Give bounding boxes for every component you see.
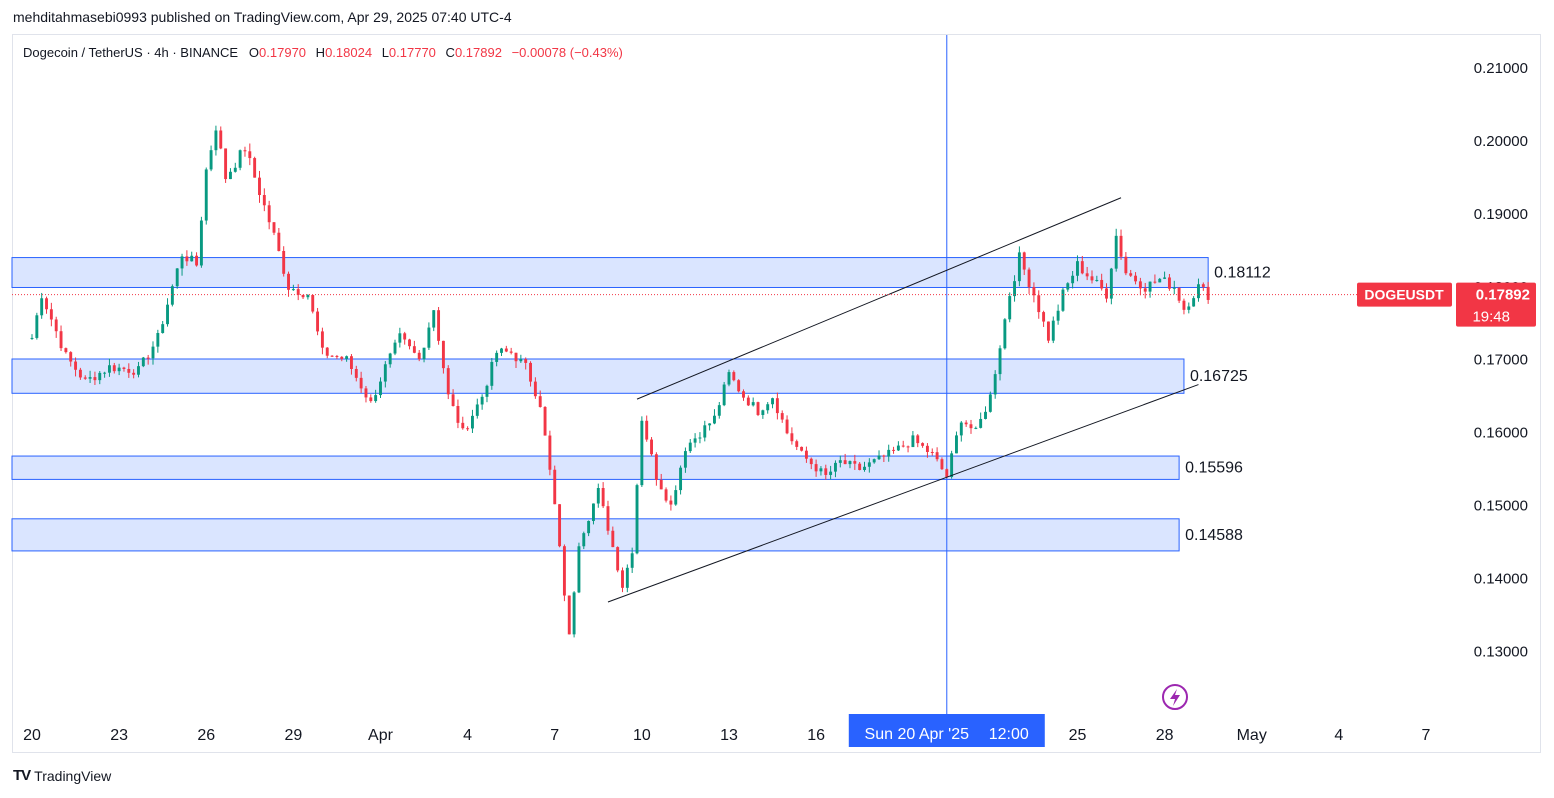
low-value: 0.17770 — [388, 45, 436, 60]
open-value: 0.17970 — [259, 45, 307, 60]
brand-name: TradingView — [34, 767, 112, 784]
high-value: 0.18024 — [325, 45, 373, 60]
open-label: O — [248, 45, 260, 60]
chart-frame — [12, 34, 1541, 753]
footer-brand: TV TradingView — [13, 767, 111, 784]
close-label: C — [445, 45, 455, 60]
tradingview-logo-icon: TV — [13, 767, 31, 784]
symbol-line: Dogecoin / TetherUS · 4h · BINANCE — [23, 45, 239, 60]
symbol-legend: Dogecoin / TetherUS · 4h · BINANCE O0.17… — [23, 45, 629, 60]
high-label: H — [315, 45, 326, 60]
publisher-line: mehditahmasebi0993 published on TradingV… — [13, 9, 512, 25]
close-value: 0.17892 — [454, 45, 502, 60]
low-label: L — [381, 45, 389, 60]
change-value: −0.00078 (−0.43%) — [511, 45, 623, 60]
